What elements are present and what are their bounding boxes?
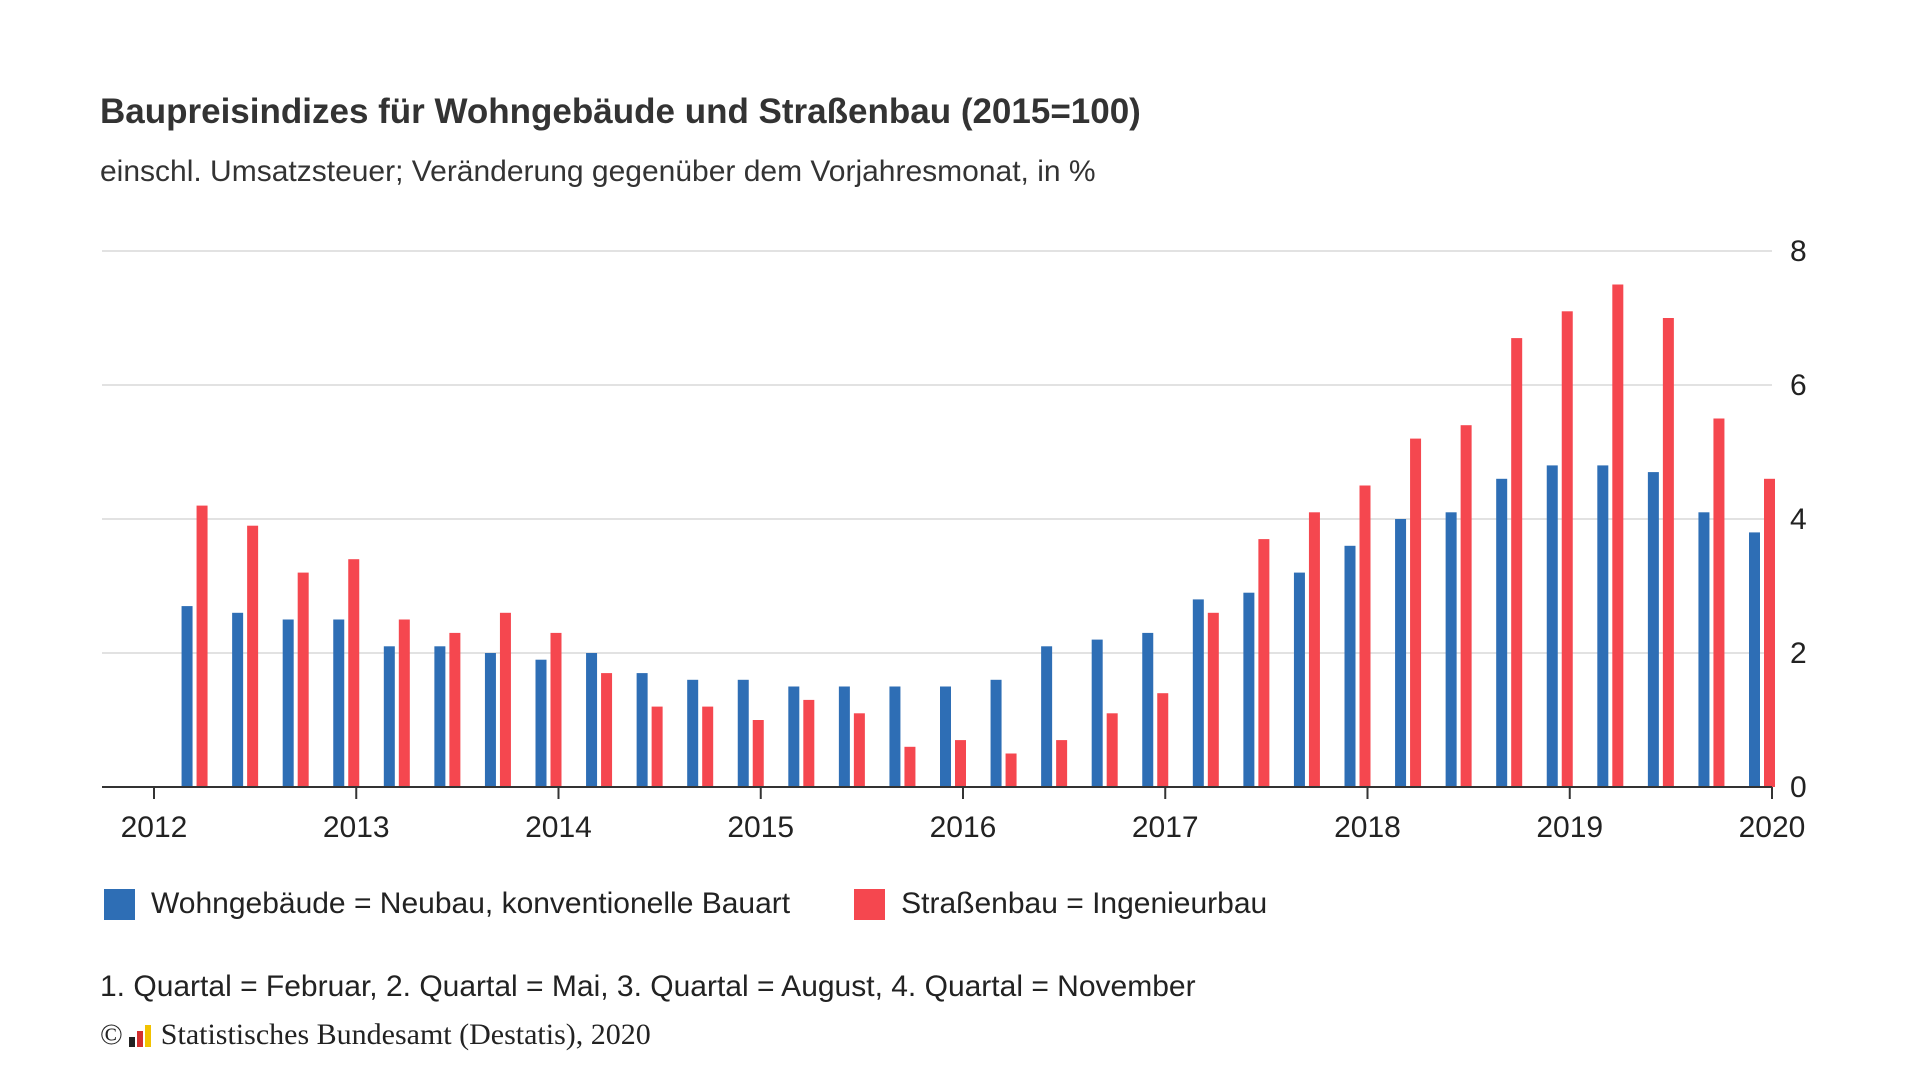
bar-wohngebaeude xyxy=(1749,532,1760,787)
legend-label: Wohngebäude = Neubau, konventionelle Bau… xyxy=(151,887,791,920)
bar-strassenbau xyxy=(1258,539,1270,787)
bar-strassenbau xyxy=(904,746,916,787)
bar-strassenbau xyxy=(1005,753,1017,787)
bar-strassenbau xyxy=(297,572,309,787)
bar-strassenbau xyxy=(752,720,764,787)
bar-strassenbau xyxy=(1511,338,1523,787)
bar-strassenbau xyxy=(853,713,865,787)
bar-strassenbau xyxy=(550,632,562,787)
bar-wohngebaeude xyxy=(434,646,446,787)
logo-bar xyxy=(136,1031,143,1047)
bar-wohngebaeude xyxy=(484,653,496,787)
legend-item-strassenbau: Straßenbau = Ingenieurbau xyxy=(854,887,1267,921)
bar-wohngebaeude xyxy=(1243,592,1255,787)
bar-wohngebaeude xyxy=(1698,512,1710,787)
bar-strassenbau xyxy=(1056,740,1068,787)
x-tick-label: 2016 xyxy=(930,811,997,844)
bar-wohngebaeude xyxy=(1597,465,1609,787)
bar-wohngebaeude xyxy=(282,619,294,787)
x-tick-label: 2013 xyxy=(323,811,390,844)
bar-wohngebaeude xyxy=(1445,512,1457,787)
bar-wohngebaeude xyxy=(687,679,699,787)
bar-wohngebaeude xyxy=(636,673,648,787)
bar-wohngebaeude xyxy=(737,679,749,787)
bar-wohngebaeude xyxy=(1293,572,1305,787)
bar-strassenbau xyxy=(196,505,208,787)
bar-strassenbau xyxy=(247,525,259,787)
legend-item-wohngebaeude: Wohngebäude = Neubau, konventionelle Bau… xyxy=(104,887,790,921)
x-tick-label: 2019 xyxy=(1536,811,1603,844)
bar-strassenbau xyxy=(1359,485,1371,787)
axes: 0 2 4 6 8 2012 2013 2014 2015 2016 2017 2018 2019 202… xyxy=(102,235,1807,844)
bar-wohngebaeude xyxy=(990,679,1002,787)
bar-strassenbau xyxy=(1308,512,1320,787)
legend-label: Straßenbau = Ingenieurbau xyxy=(901,887,1268,920)
bar-wohngebaeude xyxy=(1496,478,1508,787)
bar-strassenbau xyxy=(1207,612,1219,787)
legend-swatch-red xyxy=(854,888,886,920)
bar-strassenbau xyxy=(1410,438,1422,787)
bar-wohngebaeude xyxy=(232,612,244,787)
bar-wohngebaeude xyxy=(1647,472,1659,787)
bar-strassenbau xyxy=(702,706,714,787)
bar-strassenbau xyxy=(449,632,461,787)
bar-strassenbau xyxy=(803,699,815,787)
y-tick-label: 2 xyxy=(1790,637,1807,670)
bar-strassenbau xyxy=(1460,425,1472,787)
x-tick-label: 2012 xyxy=(121,811,188,844)
copyright-symbol: © xyxy=(100,1018,123,1051)
chart-title: Baupreisindizes für Wohngebäude und Stra… xyxy=(100,92,1141,131)
bar-wohngebaeude xyxy=(1091,639,1103,787)
legend: Wohngebäude = Neubau, konventionelle Bau… xyxy=(104,887,1331,921)
y-tick-label: 0 xyxy=(1790,771,1807,804)
bar-strassenbau xyxy=(1157,693,1169,787)
bar-wohngebaeude xyxy=(788,686,800,787)
bar-wohngebaeude xyxy=(1041,646,1053,787)
copyright-text: Statistisches Bundesamt (Destatis), 2020 xyxy=(160,1018,651,1051)
bar-strassenbau xyxy=(955,740,966,787)
bar-wohngebaeude xyxy=(838,686,850,787)
bar-wohngebaeude xyxy=(181,606,193,787)
x-tick-label: 2020 xyxy=(1739,811,1806,844)
gridlines xyxy=(102,250,1772,654)
bar-strassenbau xyxy=(1612,284,1624,787)
bar-strassenbau xyxy=(499,612,511,787)
copyright-line: © Statistisches Bundesamt (Destatis), 20… xyxy=(100,1018,651,1052)
chart-subtitle: einschl. Umsatzsteuer; Veränderung gegen… xyxy=(100,155,1096,188)
bar-wohngebaeude xyxy=(1142,632,1154,787)
bar-strassenbau xyxy=(601,673,613,787)
bar-strassenbau xyxy=(1764,478,1775,787)
bar-wohngebaeude xyxy=(1395,519,1407,787)
logo-bar xyxy=(128,1037,135,1047)
bar-strassenbau xyxy=(398,619,410,787)
x-tick-label: 2017 xyxy=(1132,811,1199,844)
bar-strassenbau xyxy=(651,706,663,787)
bar-chart: 0 2 4 6 8 2012 2013 2014 2015 2016 2017 2018 2019 202… xyxy=(102,235,1807,844)
bar-wohngebaeude xyxy=(535,659,547,787)
bar-wohngebaeude xyxy=(586,653,598,787)
legend-swatch-blue xyxy=(104,888,135,920)
bar-strassenbau xyxy=(1662,318,1674,787)
x-tick-label: 2015 xyxy=(727,811,794,844)
bar-strassenbau xyxy=(348,559,360,787)
bar-wohngebaeude xyxy=(889,686,901,787)
bar-wohngebaeude xyxy=(1192,599,1204,787)
x-tick-label: 2018 xyxy=(1334,811,1401,844)
quarter-note: 1. Quartal = Februar, 2. Quartal = Mai, … xyxy=(100,970,1196,1003)
logo-bar xyxy=(144,1025,151,1047)
x-tick-label: 2014 xyxy=(525,811,592,844)
bar-strassenbau xyxy=(1713,418,1725,787)
bar-wohngebaeude xyxy=(383,646,395,787)
bar-wohngebaeude xyxy=(940,686,951,787)
bar-strassenbau xyxy=(1106,713,1118,787)
bars xyxy=(181,284,1775,787)
y-tick-label: 6 xyxy=(1790,369,1807,402)
y-tick-label: 4 xyxy=(1790,503,1807,536)
bar-wohngebaeude xyxy=(1546,465,1558,787)
y-tick-label: 8 xyxy=(1790,235,1807,268)
bar-strassenbau xyxy=(1561,311,1573,787)
bar-wohngebaeude xyxy=(1344,545,1356,787)
bar-wohngebaeude xyxy=(333,619,345,787)
destatis-logo-icon xyxy=(128,1023,153,1047)
